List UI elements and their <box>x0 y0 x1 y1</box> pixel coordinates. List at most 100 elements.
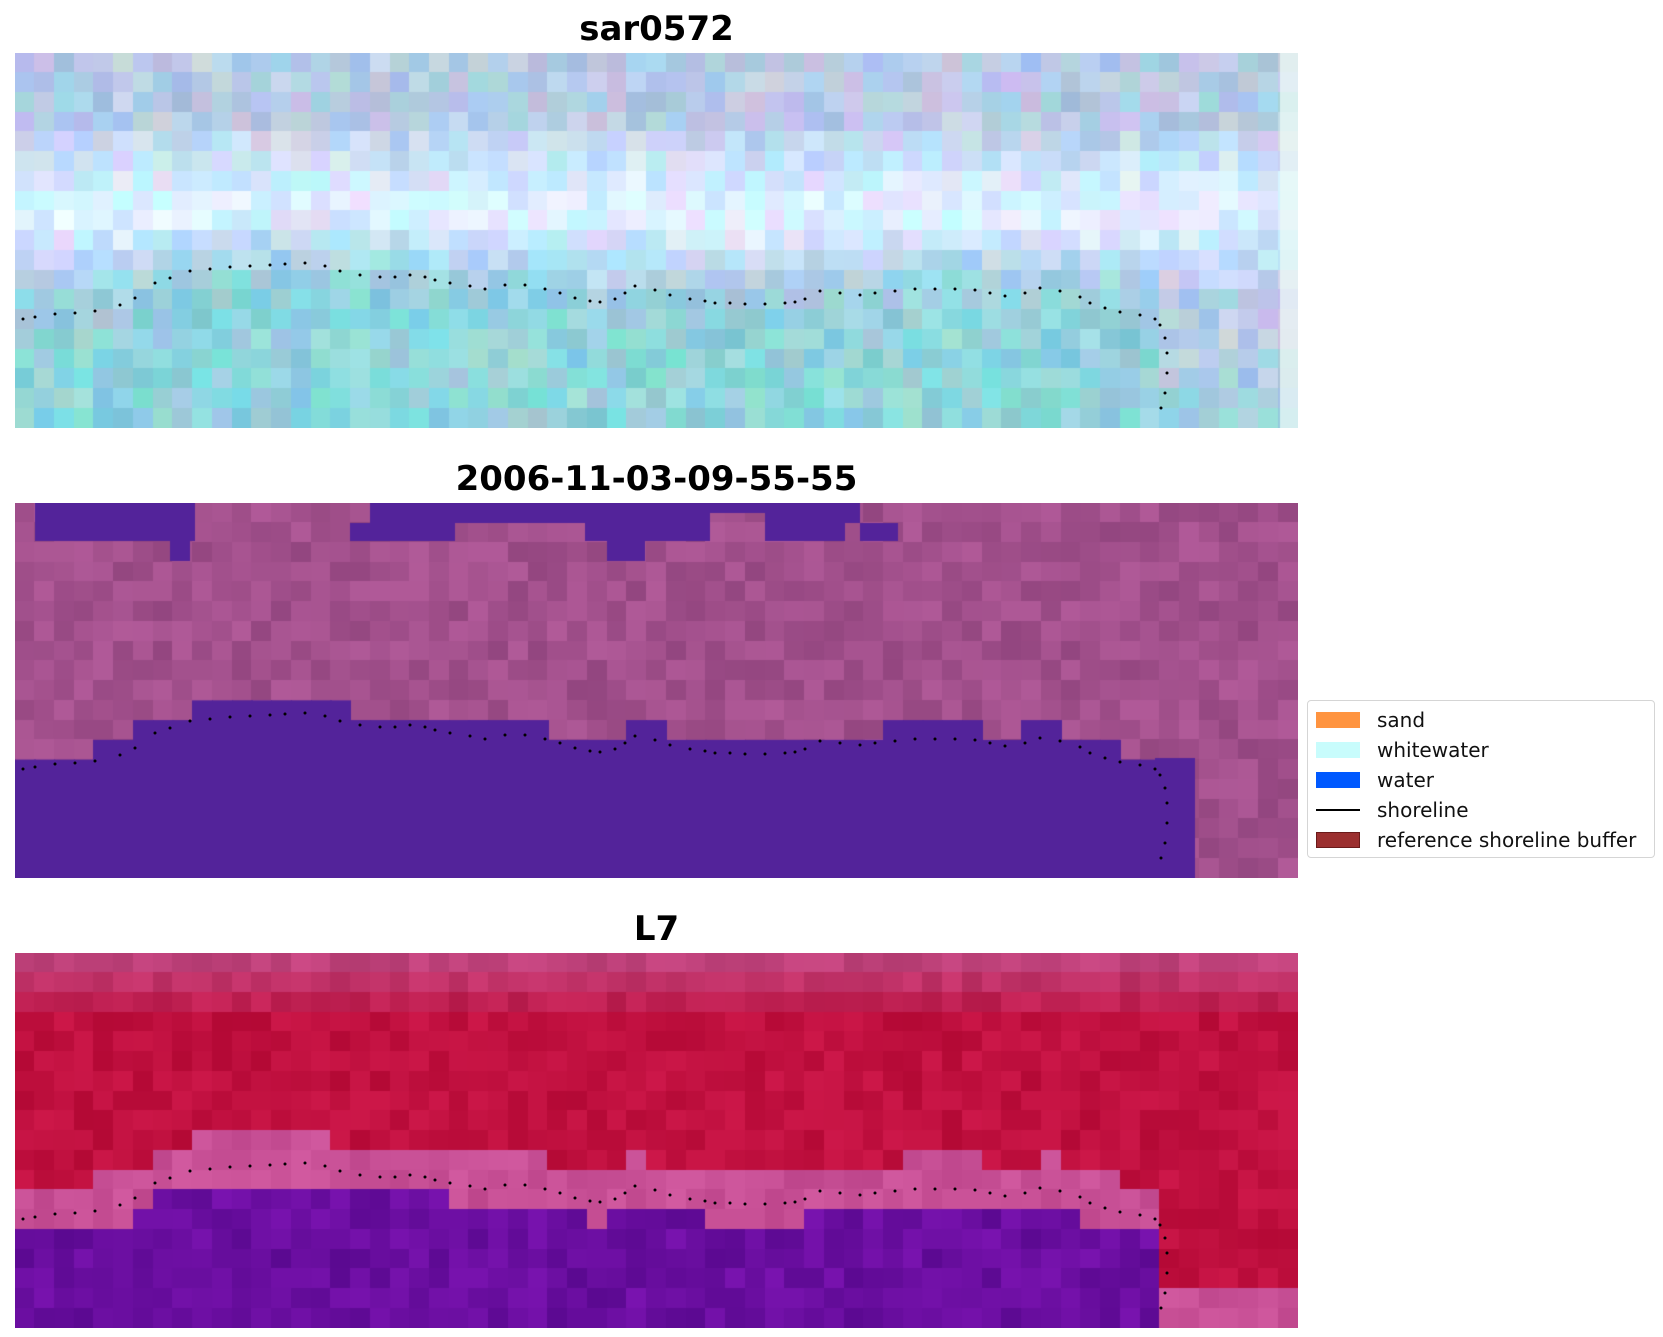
shoreline-point <box>1058 289 1062 293</box>
shoreline-point <box>503 283 507 287</box>
shoreline-point <box>743 302 747 306</box>
shoreline-point <box>1159 856 1163 860</box>
shoreline-point <box>208 267 212 271</box>
shoreline-point <box>303 1161 307 1165</box>
shoreline-point <box>573 296 577 300</box>
shoreline-point <box>1159 1306 1163 1310</box>
shoreline-point <box>873 1191 877 1195</box>
shoreline-point <box>283 1162 287 1166</box>
legend-item-water: water <box>1316 765 1434 795</box>
shoreline-point <box>713 301 717 305</box>
shoreline-point <box>1163 1236 1167 1240</box>
shoreline-point <box>1023 291 1027 295</box>
shoreline-point <box>358 273 362 277</box>
shoreline-point <box>1138 313 1142 317</box>
shoreline-point <box>793 1200 797 1204</box>
sar-image <box>15 53 1298 428</box>
shoreline-point <box>358 1173 362 1177</box>
classified-image-panel <box>15 503 1298 878</box>
legend-item-reference-buffer: reference shoreline buffer <box>1316 825 1636 855</box>
shoreline-point <box>93 309 97 313</box>
shoreline-point <box>228 715 232 719</box>
shoreline-point <box>208 1167 212 1171</box>
shoreline-point <box>1078 295 1082 299</box>
shoreline-point <box>323 264 327 268</box>
shoreline-point <box>858 1193 862 1197</box>
shoreline-point <box>468 1184 472 1188</box>
shoreline-point <box>21 317 25 321</box>
shoreline-point <box>153 1181 157 1185</box>
shoreline-point <box>338 1169 342 1173</box>
shoreline-point <box>268 263 272 267</box>
shoreline-point <box>393 725 397 729</box>
shoreline-point <box>1158 1223 1162 1227</box>
shoreline-point <box>633 734 637 738</box>
shoreline-point <box>1118 310 1122 314</box>
shoreline-point <box>268 1163 272 1167</box>
shoreline-point <box>763 302 767 306</box>
shoreline-point <box>543 737 547 741</box>
shoreline-point <box>188 1169 192 1173</box>
shoreline-point <box>303 711 307 715</box>
shoreline-point <box>838 741 842 745</box>
shoreline-point <box>423 275 427 279</box>
shoreline-point <box>973 288 977 292</box>
shoreline-point <box>408 723 412 727</box>
shoreline-point <box>598 300 602 304</box>
shoreline-point <box>168 276 172 280</box>
shoreline-point <box>838 1191 842 1195</box>
shoreline-point <box>483 287 487 291</box>
shoreline-point <box>613 297 617 301</box>
shoreline-point <box>21 1217 25 1221</box>
shoreline-point <box>973 738 977 742</box>
shoreline-point <box>1153 1217 1157 1221</box>
shoreline-point <box>543 1187 547 1191</box>
shoreline-point <box>53 762 57 766</box>
shoreline-point <box>653 288 657 292</box>
shoreline-point <box>248 264 252 268</box>
legend-item-shoreline: shoreline <box>1316 795 1469 825</box>
shoreline-point <box>728 301 732 305</box>
shoreline-point <box>118 303 122 307</box>
shoreline-point <box>1003 1194 1007 1198</box>
shoreline-point <box>448 731 452 735</box>
shoreline-swatch <box>1316 809 1360 811</box>
shoreline-point <box>523 283 527 287</box>
shoreline-point <box>1088 751 1092 755</box>
panel-title-sar: sar0572 <box>579 9 734 49</box>
shoreline-point <box>73 761 77 765</box>
shoreline-point <box>713 751 717 755</box>
shoreline-point <box>378 725 382 729</box>
shoreline-point <box>1163 786 1167 790</box>
shoreline-point <box>953 737 957 741</box>
shoreline-point <box>1165 371 1169 375</box>
shoreline-point <box>408 273 412 277</box>
shoreline-point <box>838 291 842 295</box>
shoreline-point <box>248 714 252 718</box>
shoreline-point <box>1078 1195 1082 1199</box>
shoreline-point <box>303 261 307 265</box>
legend-item-sand: sand <box>1316 705 1425 735</box>
shoreline-point <box>248 1164 252 1168</box>
shoreline-point <box>633 1184 637 1188</box>
shoreline-point <box>623 1191 627 1195</box>
shoreline-point <box>783 1201 787 1205</box>
shoreline-point <box>1038 736 1042 740</box>
shoreline-point <box>668 293 672 297</box>
shoreline-point <box>1138 763 1142 767</box>
shoreline-point <box>623 741 627 745</box>
shoreline-point <box>1159 406 1163 410</box>
shoreline-point <box>133 746 137 750</box>
shoreline-point <box>1165 1271 1169 1275</box>
shoreline-point <box>893 289 897 293</box>
whitewater-swatch <box>1316 742 1360 758</box>
legend-label: shoreline <box>1377 798 1469 822</box>
shoreline-point <box>803 1197 807 1201</box>
shoreline-point <box>93 1209 97 1213</box>
shoreline-point <box>588 299 592 303</box>
shoreline-point <box>598 1200 602 1204</box>
shoreline-point <box>728 751 732 755</box>
shoreline-point <box>1103 306 1107 310</box>
shoreline-point <box>323 714 327 718</box>
shoreline-point <box>93 759 97 763</box>
